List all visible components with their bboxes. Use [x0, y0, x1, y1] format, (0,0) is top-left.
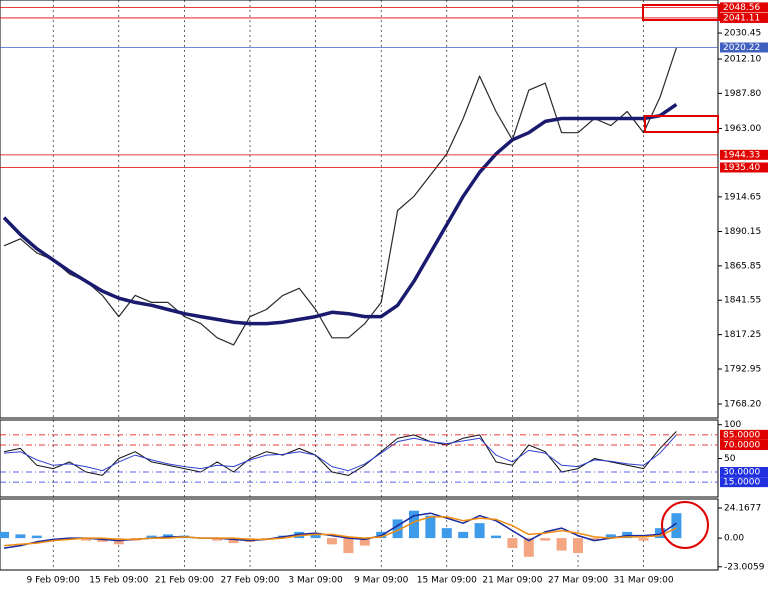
y-tick-label: 1865.85	[724, 261, 761, 271]
x-tick-label: 21 Feb 09:00	[155, 576, 214, 586]
series-line	[3, 516, 677, 547]
level-label: 2020.22	[723, 43, 760, 53]
level-label-bg	[720, 162, 768, 173]
y-tick-label: 1768.20	[724, 399, 761, 409]
level-label: 2048.56	[723, 3, 760, 13]
histogram-bar	[458, 531, 469, 539]
level-label-bg	[720, 429, 768, 440]
x-tick-label: 21 Mar 09:00	[482, 576, 542, 586]
histogram-bar	[212, 538, 223, 541]
y-tick-label: 1817.25	[724, 330, 761, 340]
histogram-bar	[491, 535, 501, 539]
y-tick-label: 50	[724, 454, 736, 464]
histogram-bar	[556, 538, 567, 551]
histogram-bar	[523, 538, 534, 557]
series-line	[2, 102, 678, 326]
series-line	[3, 434, 677, 472]
x-tick-label: 15 Mar 09:00	[417, 576, 477, 586]
histogram-bar	[573, 538, 583, 554]
histogram-bar	[15, 534, 26, 539]
histogram-bar	[425, 515, 436, 539]
histogram-bar	[671, 513, 682, 539]
level-label-bg	[720, 477, 768, 488]
x-tick-label: 27 Feb 09:00	[220, 576, 279, 586]
y-tick-label: 1841.55	[724, 296, 761, 306]
y-tick-label: 2012.10	[724, 54, 761, 64]
level-label: 30.0000	[723, 468, 760, 478]
x-tick-label: 9 Feb 09:00	[27, 576, 81, 586]
x-tick-label: 3 Mar 09:00	[288, 576, 343, 586]
histogram-bar	[81, 538, 91, 541]
level-label: 1935.40	[723, 163, 760, 173]
level-label-bg	[720, 467, 768, 478]
level-label: 2041.11	[723, 13, 760, 23]
histogram-bar	[409, 510, 419, 539]
x-tick-label: 31 Mar 09:00	[614, 576, 674, 586]
y-tick-label: 1792.95	[724, 364, 761, 374]
y-tick-label: 1987.80	[724, 89, 761, 99]
histogram-bar	[507, 538, 518, 549]
level-label: 70.0000	[723, 440, 760, 450]
level-label-bg	[720, 42, 768, 53]
x-tick-label: 15 Feb 09:00	[89, 576, 148, 586]
histogram-bar	[228, 538, 239, 544]
histogram-bar	[343, 538, 354, 554]
panel-frame	[0, 498, 719, 571]
level-label-bg	[720, 439, 768, 450]
histogram-bar	[327, 538, 337, 545]
histogram-bar	[474, 523, 485, 539]
x-tick-label: 27 Mar 09:00	[548, 576, 608, 586]
annotation-box	[644, 115, 719, 133]
y-tick-label: -23.0059	[724, 562, 765, 572]
histogram-bar	[392, 519, 403, 539]
histogram-bar	[605, 534, 616, 539]
y-tick-label: 1963.00	[724, 124, 761, 134]
panel-frame	[0, 0, 719, 419]
series-line	[3, 431, 677, 476]
histogram-bar	[655, 528, 665, 539]
y-tick-label: 24.1677	[724, 504, 761, 514]
series-line	[3, 47, 677, 346]
histogram-bar	[0, 531, 9, 539]
histogram-bar	[31, 535, 42, 539]
y-tick-label: 0.00	[724, 534, 744, 544]
histogram-bar	[310, 533, 321, 539]
level-label-bg	[720, 149, 768, 160]
y-tick-label: 2030.45	[724, 29, 761, 39]
y-tick-label: 1914.65	[724, 192, 761, 202]
annotation-circle	[661, 501, 709, 549]
annotation-box	[642, 4, 720, 21]
histogram-bar	[359, 538, 370, 546]
level-label: 15.0000	[723, 478, 760, 488]
y-tick-label: 100	[724, 420, 741, 430]
level-label: 85.0000	[723, 430, 760, 440]
level-label-bg	[720, 12, 768, 23]
series-line	[3, 512, 677, 549]
histogram-bar	[540, 538, 551, 541]
histogram-bar	[589, 538, 600, 541]
histogram-bar	[146, 535, 157, 539]
histogram-bar	[638, 538, 649, 541]
histogram-bar	[441, 528, 452, 539]
level-label: 1944.33	[723, 150, 760, 160]
y-tick-label: 1890.15	[724, 227, 761, 237]
level-label-bg	[720, 2, 768, 13]
x-tick-label: 9 Mar 09:00	[354, 576, 409, 586]
